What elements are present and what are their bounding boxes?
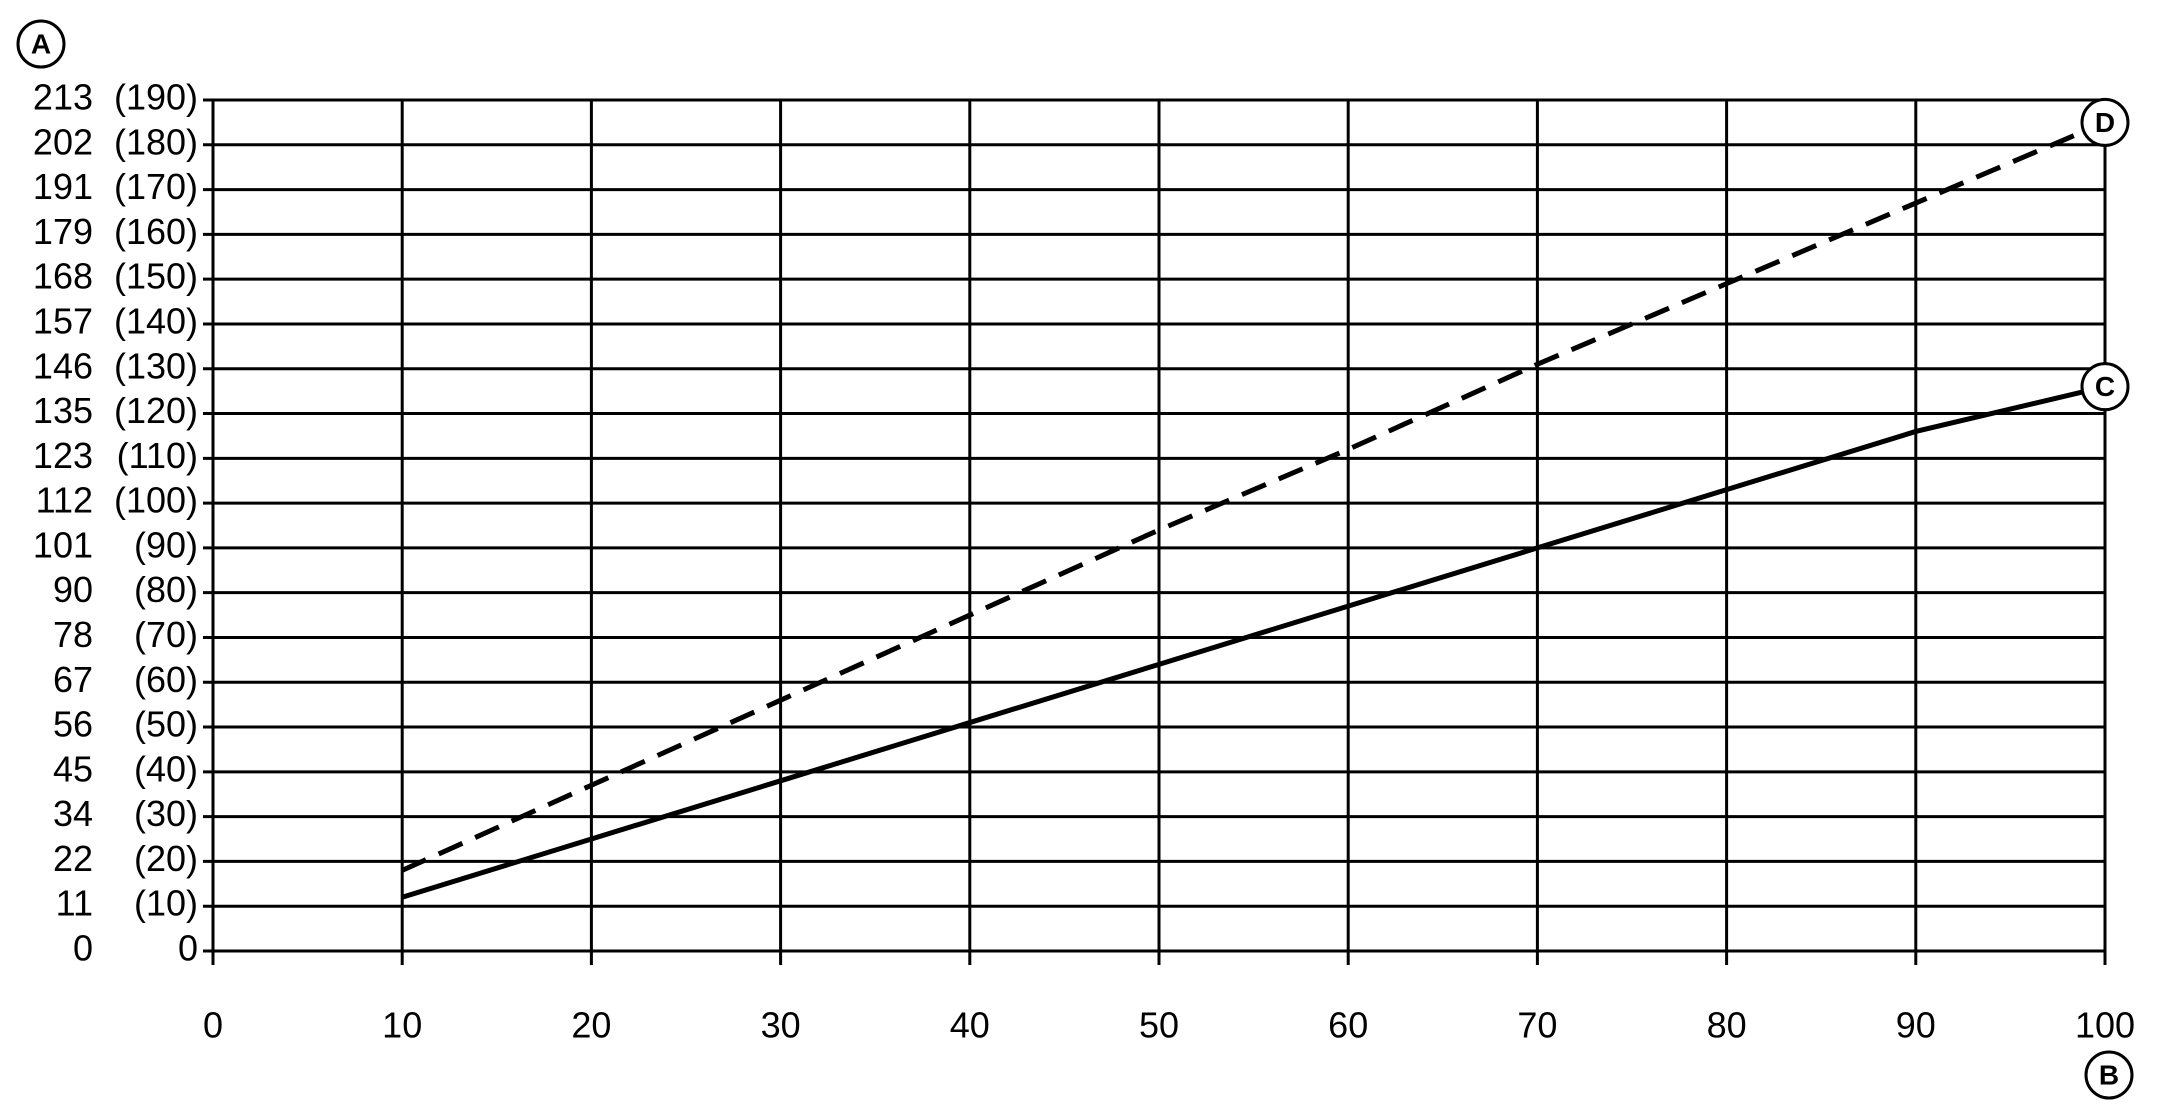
x-tick-label: 20: [571, 1005, 611, 1046]
y-tick-alt-label: 123: [33, 435, 93, 476]
y-tick-alt-label: 56: [53, 704, 93, 745]
x-tick-label: 70: [1517, 1005, 1557, 1046]
x-tick-label: 100: [2075, 1005, 2135, 1046]
y-tick-alt-label: 78: [53, 614, 93, 655]
y-tick-alt-label: 213: [33, 77, 93, 118]
y-tick-alt-label: 0: [73, 928, 93, 969]
y-tick-label: (20): [134, 838, 198, 879]
y-tick-alt-label: 179: [33, 211, 93, 252]
legend-label: D: [2095, 107, 2115, 138]
y-tick-label: (190): [114, 77, 198, 118]
x-tick-label: 60: [1328, 1005, 1368, 1046]
y-tick-label: (170): [114, 166, 198, 207]
y-axis-label-circle: [16, 19, 66, 69]
y-tick-alt-label: 191: [33, 166, 93, 207]
y-tick-label: 0: [178, 928, 198, 969]
legend-label: C: [2095, 371, 2115, 402]
x-tick-label: 10: [382, 1005, 422, 1046]
y-tick-alt-label: 202: [33, 121, 93, 162]
y-tick-label: (40): [134, 748, 198, 789]
y-tick-alt-label: 34: [53, 793, 93, 834]
y-tick-alt-label: 45: [53, 748, 93, 789]
y-tick-alt-label: 22: [53, 838, 93, 879]
y-tick-alt-label: 90: [53, 569, 93, 610]
y-tick-label: (120): [114, 390, 198, 431]
y-tick-label: (130): [114, 345, 198, 386]
x-tick-label: 80: [1707, 1005, 1747, 1046]
x-axis-label: B: [2099, 1059, 2119, 1090]
y-tick-label: (60): [134, 659, 198, 700]
series-line: [401, 120, 2106, 873]
y-tick-alt-label: 168: [33, 256, 93, 297]
y-tick-label: (50): [134, 704, 198, 745]
y-tick-alt-label: 67: [53, 659, 93, 700]
y-tick-label: (10): [134, 883, 198, 924]
y-tick-label: (110): [117, 435, 198, 476]
x-tick-label: 30: [761, 1005, 801, 1046]
x-tick-label: 40: [950, 1005, 990, 1046]
y-tick-label: (100): [114, 480, 198, 521]
series-label-circle: [2080, 97, 2130, 147]
y-tick-label: (90): [134, 524, 198, 565]
series-label-circle: [2080, 362, 2130, 412]
y-tick-label: (160): [114, 211, 198, 252]
y-tick-label: (140): [114, 300, 198, 341]
x-tick-label: 90: [1896, 1005, 1936, 1046]
y-tick-alt-label: 157: [33, 300, 93, 341]
series-line: [401, 384, 2106, 900]
y-tick-alt-label: 135: [33, 390, 93, 431]
x-tick-label: 50: [1139, 1005, 1179, 1046]
x-axis-label-circle: [2084, 1050, 2134, 1100]
y-tick-label: (150): [114, 256, 198, 297]
y-tick-label: (30): [134, 793, 198, 834]
y-tick-alt-label: 11: [56, 883, 93, 924]
y-tick-label: (180): [114, 121, 198, 162]
y-tick-alt-label: 146: [33, 345, 93, 386]
y-tick-label: (70): [134, 614, 198, 655]
y-tick-alt-label: 101: [33, 524, 93, 565]
y-tick-alt-label: 112: [36, 480, 93, 521]
x-tick-label: 0: [203, 1005, 223, 1046]
y-tick-label: (80): [134, 569, 198, 610]
y-axis-label: A: [31, 28, 51, 59]
